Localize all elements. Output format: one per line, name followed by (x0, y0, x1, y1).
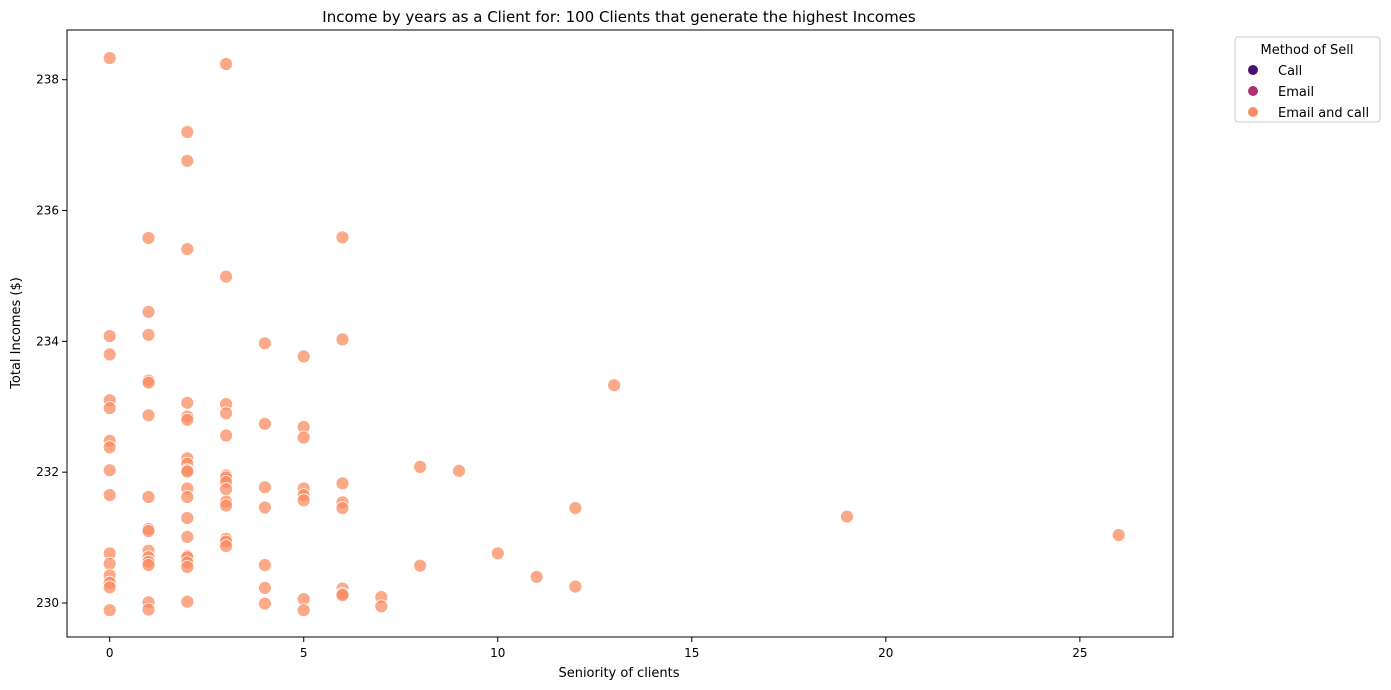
data-point (296, 603, 311, 618)
data-point (180, 594, 195, 609)
data-point (180, 511, 195, 525)
data-point (219, 428, 234, 443)
data-point (102, 440, 117, 455)
data-point (102, 488, 117, 503)
legend: Method of Sell Call Email Email and call (1234, 36, 1381, 123)
legend-label-email-and-call: Email and call (1278, 106, 1369, 121)
data-point (141, 408, 156, 423)
data-point (219, 269, 234, 284)
x-tick-label: 15 (684, 646, 699, 660)
data-point (335, 588, 350, 602)
x-tick-label: 10 (490, 646, 505, 660)
data-point (102, 463, 117, 478)
data-point (102, 556, 117, 571)
x-axis: 0 5 10 15 20 25 (106, 637, 1088, 660)
data-point (413, 558, 428, 573)
data-point (141, 327, 156, 342)
y-axis: 230 232 234 236 238 (36, 73, 67, 610)
plot-frame (66, 29, 1174, 638)
data-point (102, 580, 117, 595)
data-point (102, 51, 117, 65)
data-point (257, 558, 272, 572)
legend-marker-email-and-call (1248, 107, 1258, 117)
data-point (219, 539, 234, 553)
legend-title: Method of Sell (1260, 43, 1353, 58)
data-point (529, 569, 544, 584)
data-point (180, 464, 195, 479)
data-point (257, 500, 272, 515)
chart-title: Income by years as a Client for: 100 Cli… (322, 8, 916, 26)
legend-marker-call (1248, 65, 1258, 75)
data-point (180, 412, 195, 427)
data-point (296, 430, 311, 445)
data-point (141, 375, 156, 390)
data-point (1111, 528, 1126, 542)
data-point (335, 501, 350, 516)
data-point (219, 498, 234, 513)
legend-box (1234, 36, 1381, 123)
data-point (141, 524, 156, 538)
data-point (219, 482, 234, 497)
y-tick-label: 234 (36, 334, 59, 348)
points-layer (102, 51, 1126, 618)
x-tick-label: 25 (1072, 646, 1087, 660)
data-point (374, 599, 389, 614)
y-tick-label: 230 (36, 596, 59, 610)
data-point (257, 336, 272, 351)
data-point (219, 406, 234, 421)
data-point (102, 329, 117, 344)
data-point (219, 57, 234, 71)
data-point (257, 416, 272, 431)
data-point (257, 581, 272, 595)
data-point (452, 463, 466, 478)
data-point (180, 153, 195, 168)
data-point (257, 596, 272, 611)
data-point (141, 304, 156, 319)
data-point (257, 480, 272, 495)
data-point (180, 490, 195, 504)
data-point (296, 493, 311, 508)
data-point (335, 230, 350, 245)
data-point (413, 459, 428, 474)
y-tick-label: 236 (36, 204, 59, 218)
x-tick-label: 5 (300, 646, 308, 660)
x-tick-label: 20 (878, 646, 893, 660)
legend-label-email: Email (1278, 85, 1314, 100)
y-axis-label: Total Incomes ($) (9, 277, 24, 390)
data-point (180, 530, 195, 544)
data-point (840, 509, 854, 524)
data-point (180, 242, 195, 257)
data-point (490, 546, 505, 561)
data-point (141, 558, 156, 572)
y-tick-label: 232 (36, 465, 59, 479)
data-point (335, 476, 350, 491)
data-point (102, 603, 117, 618)
data-point (568, 501, 583, 516)
data-point (180, 560, 195, 574)
data-point (180, 125, 195, 139)
legend-label-call: Call (1278, 64, 1302, 79)
y-tick-label: 238 (36, 73, 59, 87)
data-point (335, 332, 350, 347)
data-point (141, 231, 156, 245)
x-tick-label: 0 (106, 646, 114, 660)
legend-marker-email (1248, 86, 1258, 96)
data-point (180, 395, 195, 410)
data-point (296, 349, 311, 364)
data-point (607, 378, 622, 393)
data-point (568, 579, 583, 594)
data-point (102, 347, 117, 362)
data-point (102, 401, 117, 416)
x-axis-label: Seniority of clients (558, 666, 679, 681)
data-point (141, 490, 156, 504)
data-point (141, 602, 156, 617)
